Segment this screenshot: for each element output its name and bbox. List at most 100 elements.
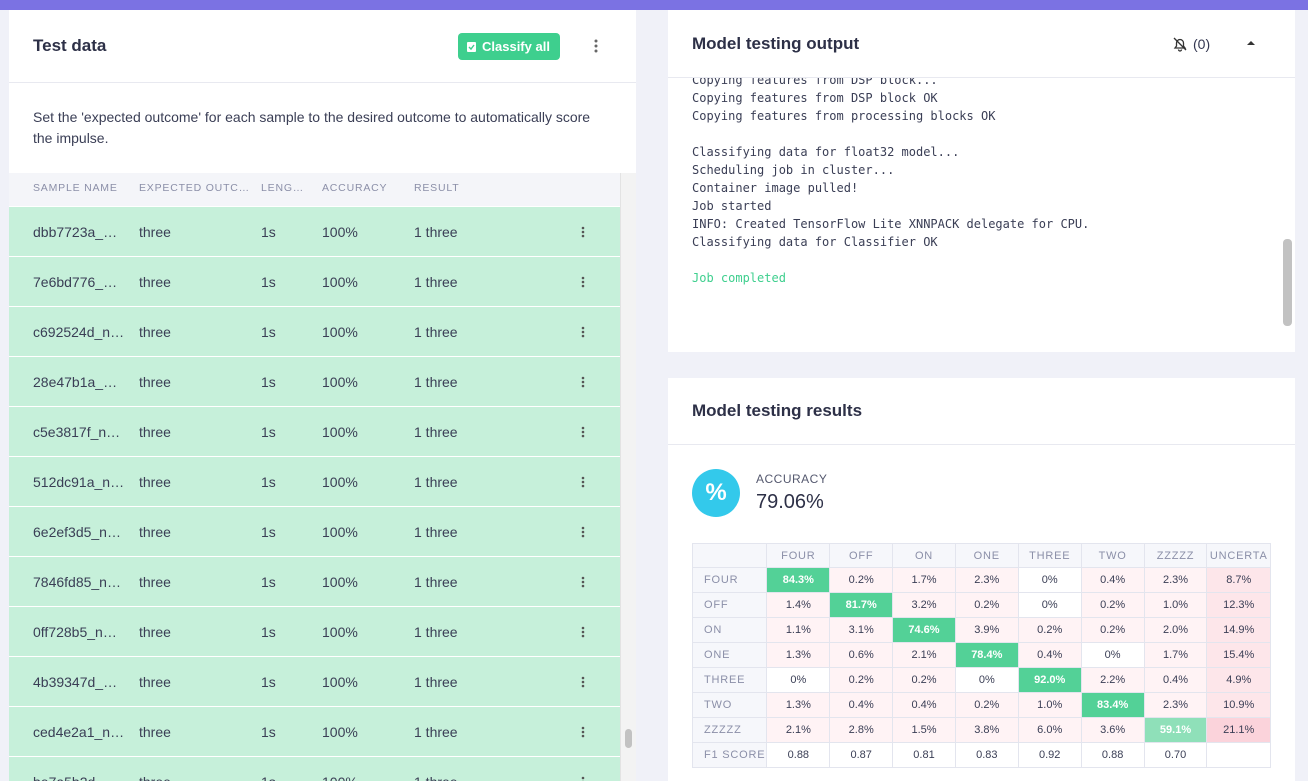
matrix-cell: 1.0%	[1017, 692, 1082, 718]
sample-row: be7a5b2d… three 1s 100% 1 three	[9, 757, 620, 781]
matrix-cell: 2.3%	[954, 567, 1019, 593]
matrix-cell: 0.4%	[1017, 642, 1082, 668]
matrix-row: FOUR 84.3% 0.2% 1.7% 2.3% 0% 0.4% 2.3% 8.7%	[692, 567, 1271, 593]
log-group: Copying features from DSP block... Copyin…	[692, 78, 1089, 125]
log-viewport: Copying features from DSP block... Copyin…	[668, 78, 1295, 328]
matrix-cell: 0.2%	[892, 667, 956, 693]
scrollbar[interactable]	[620, 173, 636, 781]
matrix-cell: 2.8%	[829, 717, 894, 743]
dot	[581, 576, 585, 580]
row-menu[interactable]	[581, 376, 585, 388]
matrix-cell: 2.1%	[892, 642, 956, 668]
divider	[668, 444, 1295, 445]
cell: 512dc91a_n…	[33, 474, 125, 490]
button-label: Classify all	[482, 39, 550, 54]
cell: 1s	[261, 524, 276, 540]
row-menu[interactable]	[581, 276, 585, 288]
column-header: LENG…	[261, 182, 305, 194]
row-label: ONE	[692, 642, 768, 668]
matrix-cell: 0.2%	[1017, 617, 1082, 643]
row-menu[interactable]	[581, 626, 585, 638]
cell: three	[139, 324, 171, 340]
description: Set the 'expected outcome' for each samp…	[33, 109, 591, 146]
column-header: THREE	[1017, 543, 1082, 568]
matrix-cell: 10.9%	[1206, 692, 1271, 718]
cell: three	[139, 674, 171, 690]
matrix-cell: 0%	[1017, 592, 1082, 618]
matrix-cell: 0.4%	[892, 692, 956, 718]
scroll-thumb[interactable]	[1283, 239, 1292, 326]
cell: 1s	[261, 474, 276, 490]
sample-row: 6e2ef3d5_n… three 1s 100% 1 three	[9, 507, 620, 556]
dot	[581, 330, 585, 334]
log-line: Scheduling job in cluster...	[692, 163, 895, 177]
matrix-cell: 3.2%	[892, 592, 956, 618]
accuracy-icon: %	[692, 469, 740, 517]
row-menu[interactable]	[581, 676, 585, 688]
log-completed: Job completed	[692, 271, 786, 285]
matrix-cell: 92.0%	[1017, 667, 1082, 693]
matrix-cell: 0%	[954, 667, 1019, 693]
log-line: Copying features from DSP block OK	[692, 91, 938, 105]
panel-title: Test data	[33, 36, 107, 55]
row-menu[interactable]	[581, 226, 585, 238]
row-menu[interactable]	[581, 526, 585, 538]
matrix-cell: 0.92	[1017, 742, 1082, 768]
cell: three	[139, 574, 171, 590]
row-label: FOUR	[692, 567, 768, 593]
sample-row: c5e3817f_n… three 1s 100% 1 three	[9, 407, 620, 456]
matrix-cell: 0%	[766, 667, 831, 693]
row-menu[interactable]	[581, 726, 585, 738]
collapse-icon[interactable]	[1246, 40, 1256, 46]
matrix-cell: 0.2%	[954, 592, 1019, 618]
matrix-cell: 8.7%	[1206, 567, 1271, 593]
matrix-cell: 1.5%	[892, 717, 956, 743]
cell: 1s	[261, 324, 276, 340]
sample-row: 4b39347d_… three 1s 100% 1 three	[9, 657, 620, 706]
matrix-row: TWO 1.3% 0.4% 0.4% 0.2% 1.0% 83.4% 2.3% 10.9%	[692, 692, 1271, 718]
cell: 0ff728b5_n…	[33, 624, 117, 640]
column-header: FOUR	[766, 543, 831, 568]
cell: 1 three	[414, 424, 458, 440]
matrix-cell: 0.4%	[1080, 567, 1145, 593]
dot	[581, 630, 585, 634]
matrix-cell: 3.6%	[1080, 717, 1145, 743]
header-row: FOUR OFF ON ONE THREE TWO ZZZZZ UNCERTA	[692, 543, 1271, 568]
matrix-row: ON 1.1% 3.1% 74.6% 3.9% 0.2% 0.2% 2.0% 14.9%	[692, 617, 1271, 643]
dot	[581, 380, 585, 384]
row-menu[interactable]	[581, 776, 585, 781]
matrix-row: ONE 1.3% 0.6% 2.1% 78.4% 0.4% 0% 1.7% 15.4%	[692, 642, 1271, 668]
cell: 1s	[261, 624, 276, 640]
dot	[581, 476, 585, 480]
classify-all-button[interactable]: Classify all	[458, 33, 560, 60]
log-line: Copying features from processing blocks …	[692, 109, 996, 123]
sample-row: dbb7723a_… three 1s 100% 1 three	[9, 207, 620, 256]
bell-off-icon[interactable]	[1172, 36, 1188, 52]
row-menu[interactable]	[581, 476, 585, 488]
cell: 1s	[261, 224, 276, 240]
dot	[581, 426, 585, 430]
dot	[581, 580, 585, 584]
more-menu[interactable]	[593, 39, 599, 53]
dot	[581, 226, 585, 230]
cell: three	[139, 274, 171, 290]
row-menu[interactable]	[581, 326, 585, 338]
scroll-thumb[interactable]	[625, 729, 632, 748]
dot	[581, 680, 585, 684]
matrix-cell: 1.3%	[766, 642, 831, 668]
dot	[581, 234, 585, 238]
cell: 1 three	[414, 474, 458, 490]
cell: 100%	[322, 524, 358, 540]
cell: 1 three	[414, 774, 458, 781]
cell: 7846fd85_n…	[33, 574, 121, 590]
row-label: OFF	[692, 592, 768, 618]
table-header: SAMPLE NAME EXPECTED OUTC… LENG… ACCURACY RE…	[9, 173, 620, 206]
cell: 100%	[322, 424, 358, 440]
dot	[581, 534, 585, 538]
log: Copying features from DSP block... Copyin…	[692, 78, 1089, 287]
dot	[581, 530, 585, 534]
row-menu[interactable]	[581, 426, 585, 438]
matrix-cell: 4.9%	[1206, 667, 1271, 693]
accuracy-label: ACCURACY	[756, 472, 828, 486]
row-menu[interactable]	[581, 576, 585, 588]
